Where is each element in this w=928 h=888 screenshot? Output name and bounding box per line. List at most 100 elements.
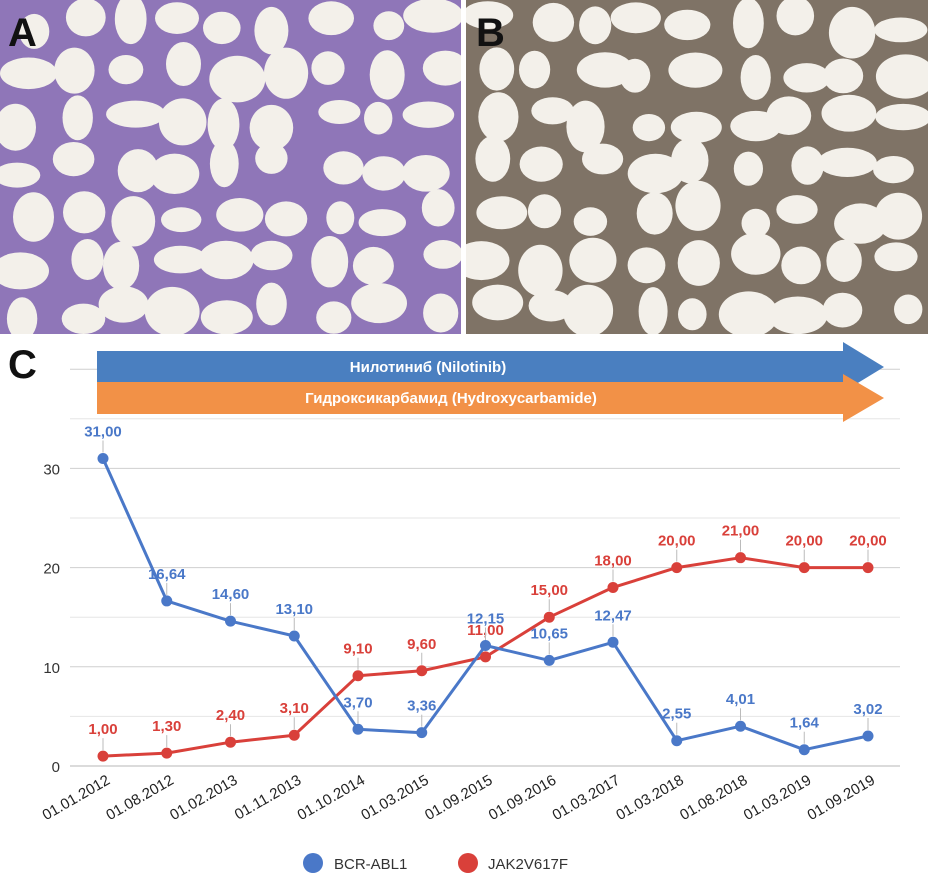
data-point <box>735 552 746 564</box>
fat-cell <box>117 149 159 193</box>
fat-cell <box>834 203 887 244</box>
fat-cell <box>209 140 239 188</box>
data-point <box>97 750 109 762</box>
y-tick-label: 30 <box>43 461 60 478</box>
fat-cell <box>636 192 673 235</box>
data-point <box>416 665 428 677</box>
fat-cell <box>316 301 352 334</box>
fat-cell <box>466 1 514 29</box>
fat-cell <box>675 180 721 231</box>
fat-cell <box>362 156 406 191</box>
data-label: 15,00 <box>530 582 568 599</box>
fat-cell <box>875 103 928 131</box>
fat-cell <box>0 103 36 151</box>
fat-cell <box>476 196 528 230</box>
fat-cell <box>149 153 200 194</box>
panel-letter-b: B <box>476 11 505 55</box>
fat-cell <box>108 55 144 85</box>
fat-cell <box>875 54 928 99</box>
fat-cell <box>566 100 605 153</box>
data-label: 3,10 <box>280 700 309 717</box>
fat-cell <box>364 101 393 135</box>
fat-cell <box>65 0 106 37</box>
fat-cell <box>250 240 293 271</box>
data-label: 20,00 <box>785 533 823 550</box>
fat-cell <box>573 207 608 236</box>
fat-cell <box>200 300 253 334</box>
fat-cell <box>828 6 876 59</box>
fat-cell <box>874 192 923 240</box>
fat-cell <box>198 240 254 280</box>
fat-cell <box>610 2 661 34</box>
fat-cell <box>323 151 364 185</box>
fat-cell <box>638 287 668 334</box>
x-tick-label: 01.03.2018 <box>613 772 687 824</box>
fat-cell <box>627 247 666 284</box>
legend-label-jak: JAK2V617F <box>488 856 568 873</box>
fat-cell <box>71 239 104 280</box>
data-point <box>862 730 874 742</box>
fat-cell <box>264 47 309 99</box>
fat-cell <box>531 97 574 125</box>
x-tick-label: 01.08.2018 <box>677 772 751 824</box>
hydroxycarbamide-label: Гидроксикарбамид (Hydroxycarbamide) <box>305 390 597 407</box>
x-tick-label: 01.03.2015 <box>358 772 432 824</box>
fat-cell <box>668 52 723 88</box>
fat-cell <box>894 294 923 325</box>
fat-cell <box>254 6 289 55</box>
fat-cell <box>519 50 551 89</box>
panel-a-histology: A <box>0 0 461 334</box>
nilotinib-label: Нилотиниб (Nilotinib) <box>350 359 506 376</box>
fat-cell <box>733 0 764 49</box>
fat-cell <box>403 0 461 33</box>
fat-cell <box>664 9 711 41</box>
fat-cell <box>627 153 684 194</box>
fat-cell <box>166 42 201 86</box>
fat-cell <box>52 142 95 177</box>
fat-cell <box>740 55 771 100</box>
fat-cell <box>532 2 575 42</box>
fat-cell <box>209 55 266 103</box>
data-point <box>225 736 236 748</box>
fat-cell <box>13 192 54 242</box>
data-point <box>607 636 619 648</box>
fat-cell <box>61 303 106 334</box>
fat-cell <box>153 245 207 274</box>
fat-cell <box>826 239 862 282</box>
grid-lines <box>70 368 900 767</box>
fat-cell <box>671 138 709 184</box>
legend: BCR-ABL1 JAK2V617F <box>303 853 568 873</box>
x-tick-label: 01.08.2012 <box>103 772 177 824</box>
fat-cell <box>423 240 461 269</box>
panel-b-histology: B <box>466 0 928 334</box>
panel-letter-a: A <box>8 11 37 55</box>
data-label: 3,02 <box>853 701 882 718</box>
fat-cell <box>256 282 287 326</box>
data-point <box>225 615 236 627</box>
legend-marker-bcr <box>303 853 323 873</box>
fat-cell <box>519 146 563 182</box>
fat-cell <box>358 209 406 237</box>
fat-cell <box>766 96 812 135</box>
x-tick-label: 01.11.2013 <box>232 772 305 824</box>
data-label: 12,47 <box>594 607 632 624</box>
fat-cell <box>249 104 294 151</box>
fat-cell <box>158 98 207 146</box>
x-tick-label: 01.09.2019 <box>804 772 878 824</box>
x-tick-label: 01.02.2013 <box>167 772 241 824</box>
fat-cell <box>373 11 405 41</box>
data-point <box>480 651 491 663</box>
fat-cell <box>402 101 455 128</box>
fat-cell <box>475 135 511 182</box>
fat-cell <box>528 290 574 322</box>
data-label: 1,30 <box>152 718 181 735</box>
fat-cell <box>781 246 821 285</box>
data-label: 31,00 <box>84 423 122 440</box>
fat-cell <box>311 236 349 288</box>
fat-cells <box>0 0 461 334</box>
fat-cell <box>791 146 824 185</box>
data-label: 13,10 <box>275 601 313 618</box>
fat-cell <box>402 155 450 192</box>
fat-cell <box>527 194 562 229</box>
fat-cell <box>776 0 815 36</box>
